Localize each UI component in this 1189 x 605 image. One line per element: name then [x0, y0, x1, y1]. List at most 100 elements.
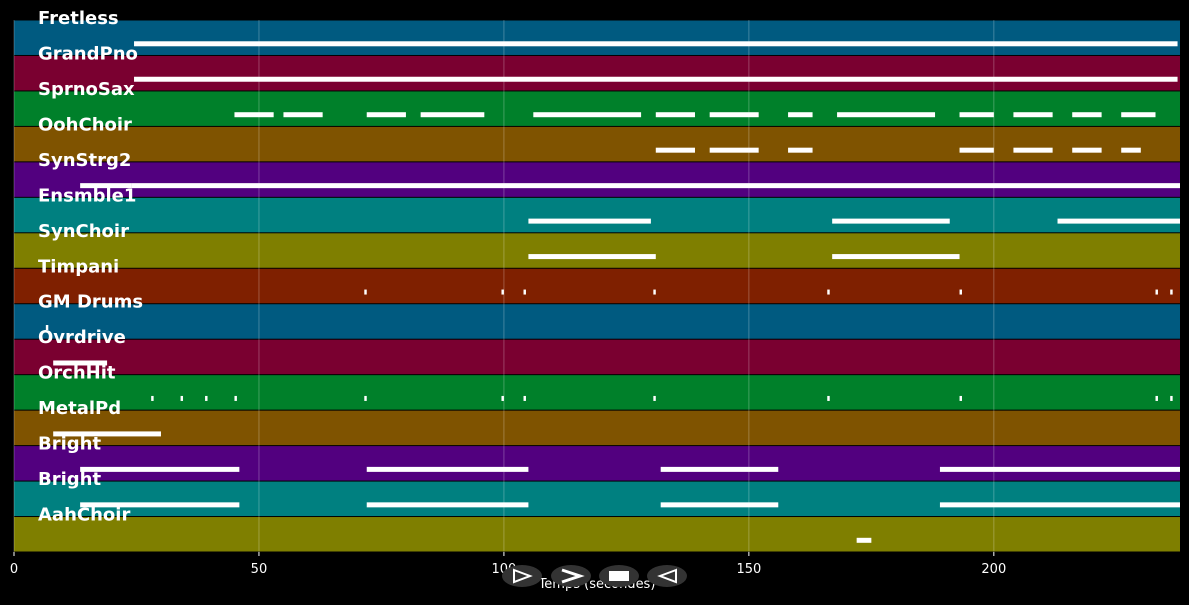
note: [1170, 289, 1173, 295]
track-row: [14, 268, 1180, 304]
track-row: [14, 197, 1180, 233]
track-row: [14, 20, 1180, 55]
note: [939, 502, 1180, 508]
track-row: [14, 517, 1180, 552]
note: [501, 395, 504, 401]
note: [709, 112, 759, 118]
note: [80, 466, 240, 472]
note: [788, 147, 813, 153]
note: [655, 147, 695, 153]
note: [364, 289, 367, 295]
track-label: Ovrdrive: [38, 327, 126, 348]
note: [53, 431, 161, 437]
note: [364, 395, 367, 401]
track-row: [14, 162, 1180, 197]
tracks: [14, 20, 1180, 552]
note: [523, 395, 526, 401]
note: [653, 289, 656, 295]
note: [856, 537, 872, 543]
labels: Fretless GrandPno SprnoSax OohChoir SynStrg2…: [10, 8, 1006, 577]
note: [205, 395, 208, 401]
note: [959, 112, 994, 118]
grid: [13, 20, 995, 556]
stop-button[interactable]: [599, 565, 639, 587]
note: [1013, 112, 1053, 118]
notes: [45, 41, 1180, 543]
note: [959, 395, 962, 401]
note: [653, 395, 656, 401]
track-label: OrchHit: [38, 363, 116, 384]
track-label: OohChoir: [38, 114, 132, 135]
note: [180, 395, 184, 401]
note: [788, 112, 813, 118]
note: [1170, 395, 1173, 401]
note: [80, 183, 132, 189]
note: [939, 466, 1180, 472]
note: [832, 254, 960, 260]
note: [80, 502, 240, 508]
track-row: [14, 410, 1180, 446]
back-button[interactable]: [647, 565, 687, 587]
track-label: GrandPno: [38, 43, 138, 64]
track-label: SynChoir: [38, 221, 129, 242]
note: [660, 466, 779, 472]
note: [1121, 147, 1141, 153]
note: [151, 395, 154, 401]
track-row: [14, 339, 1180, 375]
track-row: [14, 304, 1180, 339]
track-row: [14, 91, 1180, 126]
note: [1121, 112, 1156, 118]
note: [1155, 289, 1158, 295]
track-label: Bright: [38, 469, 101, 490]
track-row: [14, 375, 1180, 410]
track-row: [14, 481, 1180, 517]
note: [1072, 112, 1102, 118]
note: [1057, 218, 1180, 224]
track-label: Bright: [38, 434, 101, 455]
note: [827, 395, 830, 401]
note: [660, 502, 779, 508]
track-label: SynStrg2: [38, 150, 131, 171]
track-label: SprnoSax: [38, 79, 135, 100]
play-button[interactable]: [502, 565, 542, 587]
track-row: [14, 233, 1180, 268]
note: [501, 289, 504, 295]
track-label: MetalPd: [38, 398, 121, 419]
note: [234, 112, 274, 118]
note: [131, 183, 1180, 189]
note: [528, 218, 651, 224]
x-tick-label: 150: [736, 562, 761, 577]
note: [655, 112, 695, 118]
note: [45, 325, 49, 331]
note: [709, 147, 759, 153]
x-tick-label: 50: [251, 562, 268, 577]
note: [53, 360, 108, 366]
note: [134, 76, 1178, 82]
note: [234, 395, 237, 401]
note: [533, 112, 642, 118]
track-label: Timpani: [38, 256, 119, 277]
note: [283, 112, 323, 118]
note: [1155, 395, 1158, 401]
note: [1072, 147, 1102, 153]
note: [420, 112, 485, 118]
track-row: [14, 55, 1180, 91]
note: [832, 218, 950, 224]
note: [959, 289, 962, 295]
track-label: AahChoir: [38, 505, 130, 526]
note: [134, 41, 1178, 47]
x-tick-label: 0: [10, 562, 18, 577]
note: [366, 502, 529, 508]
playback-controls: [502, 565, 687, 587]
track-row: [14, 126, 1180, 162]
track-label: GM Drums: [38, 292, 143, 313]
note: [837, 112, 936, 118]
note: [366, 466, 529, 472]
note: [1013, 147, 1053, 153]
note: [366, 112, 406, 118]
note: [959, 147, 994, 153]
note: [827, 289, 830, 295]
track-row: [14, 446, 1180, 481]
forward-button[interactable]: [551, 565, 591, 587]
